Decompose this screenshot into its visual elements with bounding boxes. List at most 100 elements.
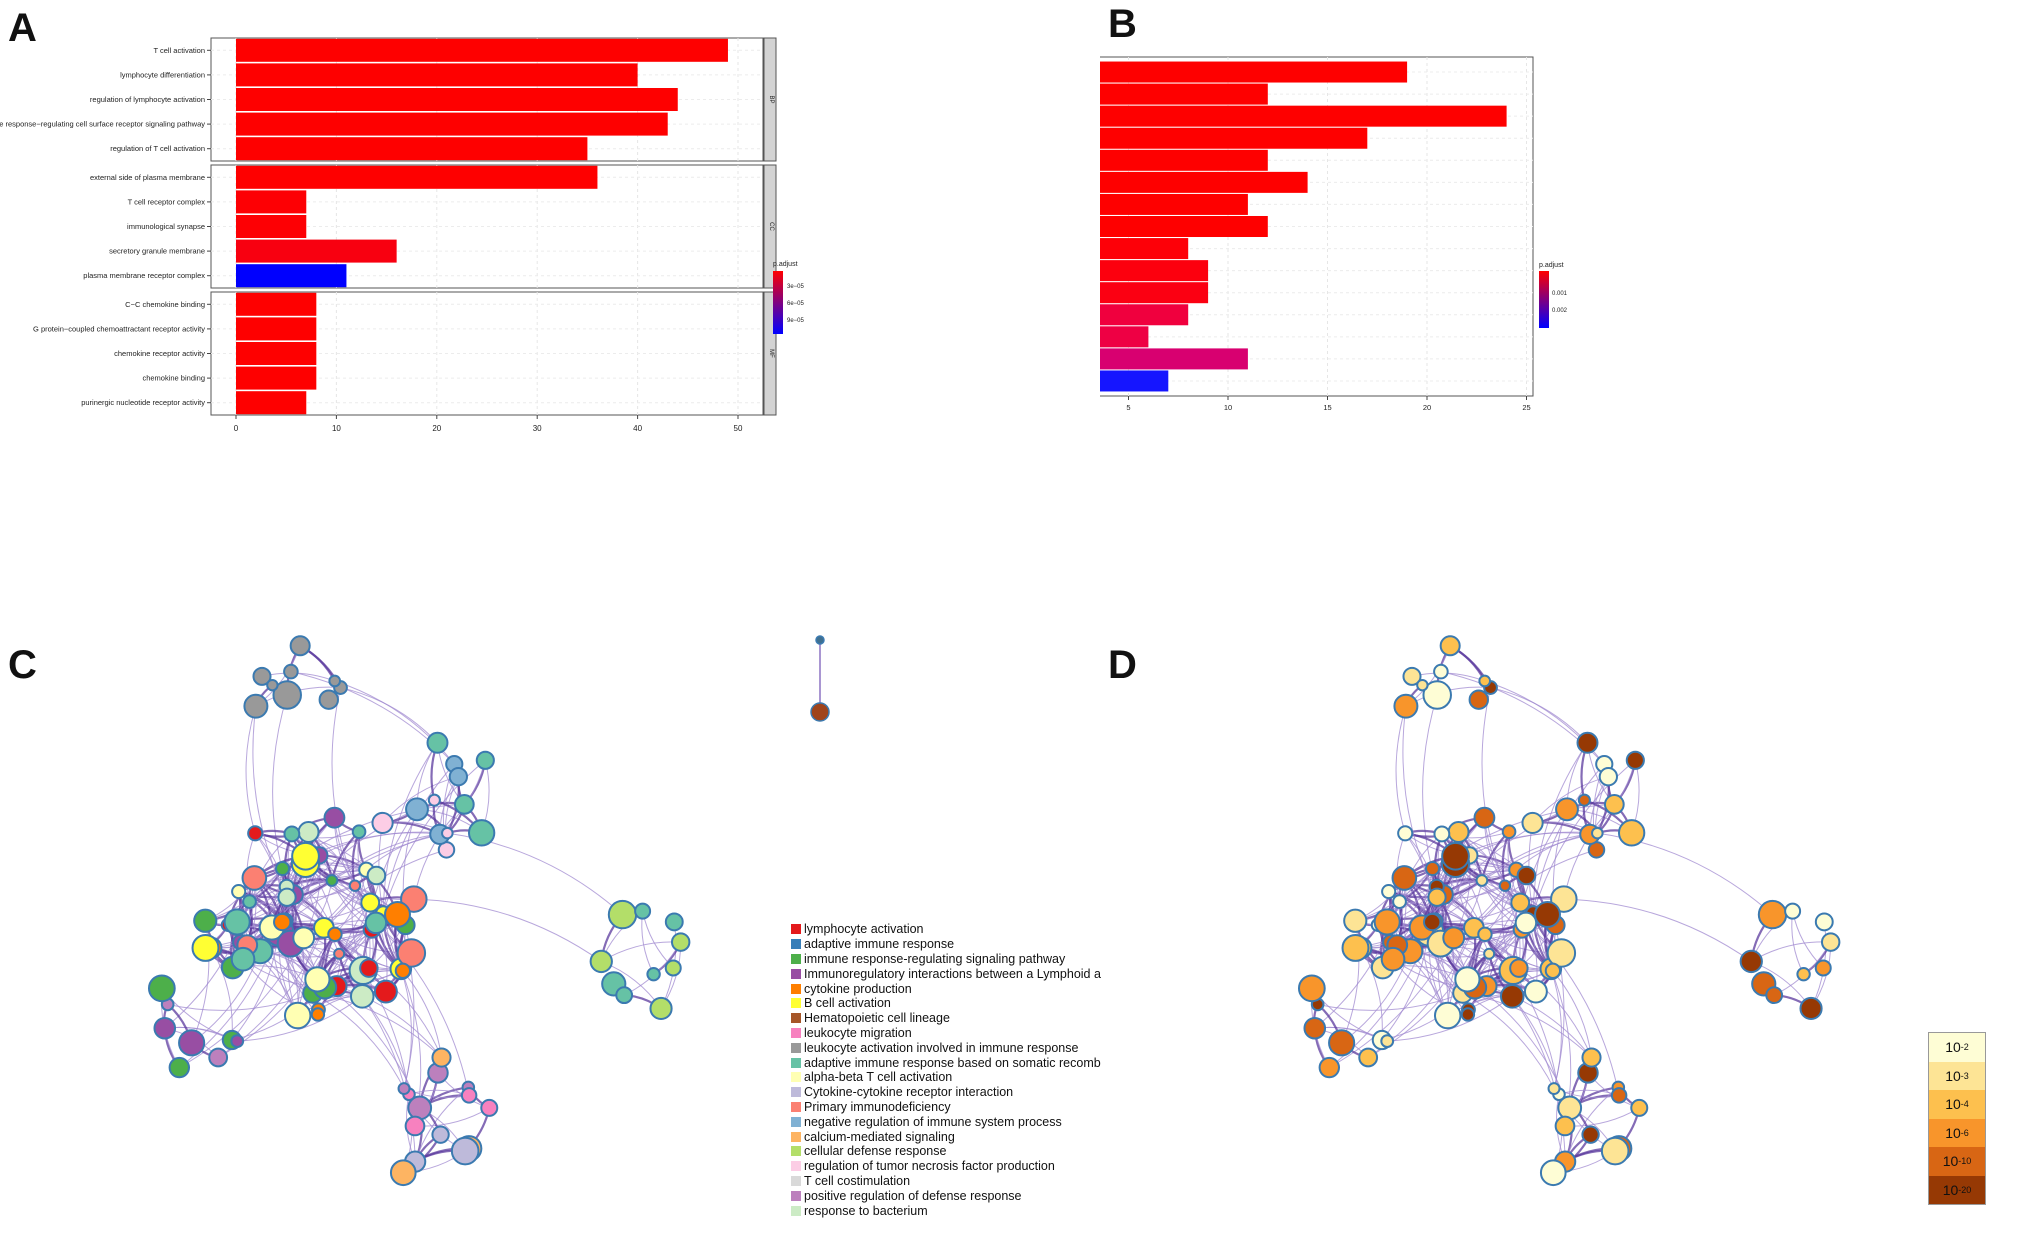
network-node xyxy=(283,1001,312,1030)
network-node xyxy=(1380,1034,1395,1048)
network-node xyxy=(1516,865,1537,886)
legend-label: Immunoregulatory interactions between a … xyxy=(804,966,1101,981)
legend-label: immune response-regulating signaling pat… xyxy=(804,951,1066,966)
bar xyxy=(236,239,397,263)
network-graph xyxy=(1297,635,1841,1187)
network-node xyxy=(448,767,468,787)
bar xyxy=(1100,326,1149,348)
network-node xyxy=(467,819,496,847)
x-tick-label: 50 xyxy=(734,424,743,433)
category-label: regulation of T cell activation xyxy=(110,144,205,153)
network-edge xyxy=(1512,808,1568,971)
network-node xyxy=(1598,767,1618,787)
network-edge xyxy=(1751,941,1831,962)
legend-label: adaptive immune response xyxy=(804,937,955,952)
legend-title: p.adjust xyxy=(773,261,798,268)
legend-swatch xyxy=(791,1205,801,1216)
x-tick-label: 20 xyxy=(432,424,441,433)
category-label: plasma membrane receptor complex xyxy=(83,271,205,280)
network-node xyxy=(397,1082,411,1096)
network-edge xyxy=(361,996,416,1162)
network-node xyxy=(1546,938,1577,968)
network-node xyxy=(223,908,251,936)
legend-label: response to bacterium xyxy=(804,1203,928,1218)
network-edge xyxy=(1431,832,1598,923)
network-node xyxy=(1581,1047,1602,1068)
network-node xyxy=(1441,841,1470,871)
enrichment-network-by-pvalue xyxy=(1297,635,1841,1187)
network-edge xyxy=(641,911,655,975)
network-node xyxy=(1424,861,1441,877)
panel-label-c: C xyxy=(8,643,37,687)
network-edge xyxy=(1532,742,1588,914)
network-edge xyxy=(382,759,486,914)
network-node xyxy=(394,962,412,979)
bar xyxy=(236,366,317,390)
category-label: lymphocyte differentiation xyxy=(120,70,205,79)
legend-colorbar xyxy=(773,271,783,334)
network-node xyxy=(366,865,387,886)
network-node xyxy=(277,887,297,907)
network-node xyxy=(1468,689,1489,710)
legend-swatch xyxy=(791,1116,801,1127)
bar xyxy=(1100,260,1209,282)
x-tick-label: 15 xyxy=(1323,403,1331,412)
network-node xyxy=(1547,1082,1561,1096)
network-node xyxy=(272,680,302,710)
network-node xyxy=(1534,900,1561,928)
network-edge xyxy=(1511,996,1566,1162)
legend-item: lymphocyte activation xyxy=(791,922,1109,937)
network-node xyxy=(426,731,449,754)
x-tick-label: 10 xyxy=(1224,403,1232,412)
legend-item: positive regulation of defense response xyxy=(791,1188,1109,1203)
network-node xyxy=(1784,902,1802,920)
network-edge xyxy=(1532,759,1636,914)
network-node xyxy=(1799,996,1823,1021)
network-node xyxy=(1603,794,1625,815)
network-node xyxy=(649,996,673,1021)
bar xyxy=(1100,149,1268,171)
bar xyxy=(236,264,347,288)
enrichment-network-by-cluster xyxy=(147,635,830,1187)
network-node xyxy=(1820,932,1841,952)
x-tick-label: 0 xyxy=(234,424,239,433)
network-node xyxy=(1328,1029,1356,1057)
network-node xyxy=(304,966,331,993)
legend-label: Hematopoietic cell lineage xyxy=(804,1011,950,1026)
legend-item: Cytokine-cytokine receptor interaction xyxy=(791,1085,1109,1100)
network-node xyxy=(328,674,342,688)
legend-label: lymphocyte activation xyxy=(804,922,924,937)
network-node xyxy=(1510,892,1531,913)
bar xyxy=(1100,193,1248,215)
legend-item: cellular defense response xyxy=(791,1144,1109,1159)
bar xyxy=(1100,216,1268,237)
pvalue-base: 10 xyxy=(1945,1096,1961,1113)
network-node xyxy=(1814,912,1834,932)
kegg-enrichment-bar-chart: Hematopoietic cell lineagePrimary immuno… xyxy=(1100,56,1568,412)
bar xyxy=(236,190,307,214)
network-node xyxy=(178,1029,206,1057)
network-node xyxy=(333,947,346,960)
legend-label: calcium-mediated signaling xyxy=(804,1129,955,1144)
network-edge xyxy=(1395,706,1407,834)
network-edge xyxy=(413,898,602,962)
network-node xyxy=(241,865,268,891)
network-node xyxy=(1303,1016,1327,1040)
network-node xyxy=(1318,1056,1341,1079)
pvalue-base: 10 xyxy=(1945,1067,1961,1084)
network-edge xyxy=(447,832,623,915)
network-node xyxy=(1539,1159,1567,1187)
bar xyxy=(1100,282,1209,304)
network-node xyxy=(360,892,381,913)
network-node xyxy=(1477,926,1493,942)
network-edge xyxy=(1550,968,1562,1089)
network-edge xyxy=(319,832,440,856)
network-node xyxy=(1433,825,1451,843)
category-label: T cell receptor complex xyxy=(128,197,206,206)
network-node xyxy=(1475,874,1489,887)
bar xyxy=(236,112,668,136)
bar xyxy=(236,38,728,62)
legend-label: cytokine production xyxy=(804,981,912,996)
network-edge xyxy=(1791,911,1805,975)
legend-swatch xyxy=(791,1131,801,1142)
